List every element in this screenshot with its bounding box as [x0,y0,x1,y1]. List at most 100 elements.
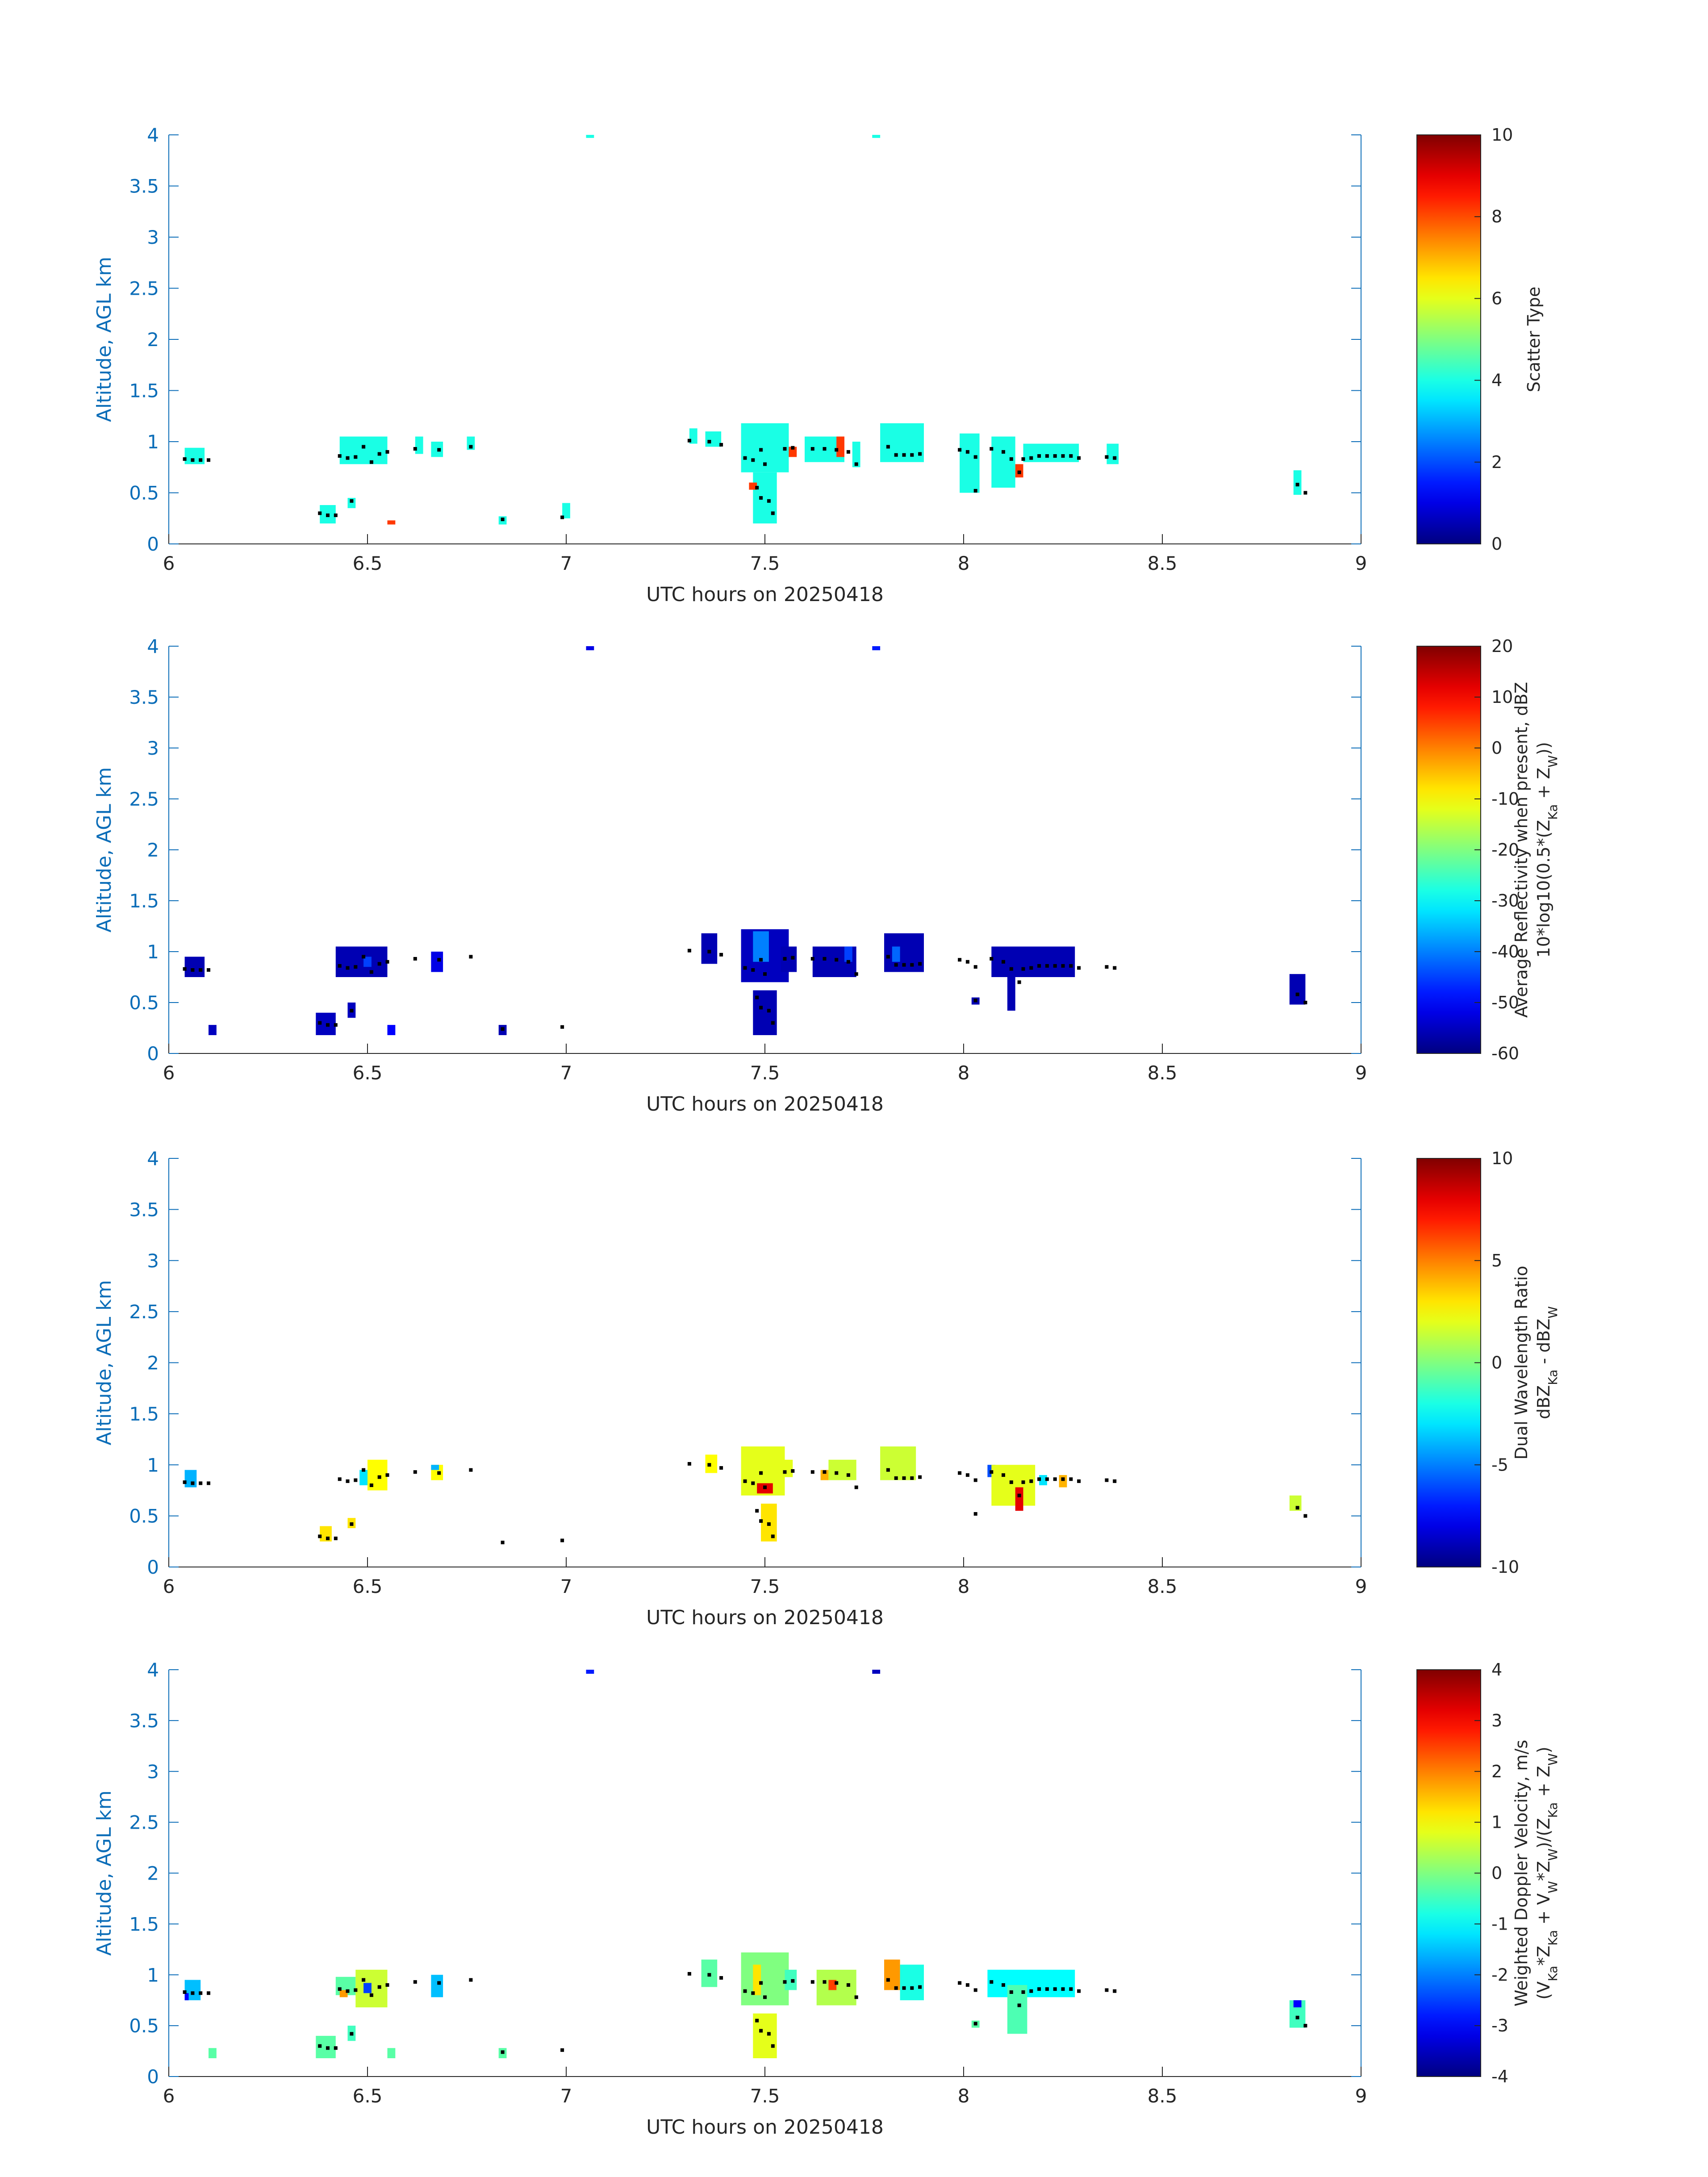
y-tick-label: 3.5 [129,686,159,708]
marker-point [1002,1473,1005,1477]
marker-point [1017,2003,1021,2007]
marker-point [767,2032,771,2036]
marker-point [1295,992,1299,996]
marker-point [973,1512,977,1516]
marker-point [707,1463,711,1467]
colorbar: 0 2 4 6 8 10 Scatter Type [1416,125,1544,554]
marker-point [1009,457,1013,461]
marker-point [362,955,366,959]
colorbar-tick-label: 0 [1491,738,1502,758]
heatmap-cell [1059,1475,1067,1488]
marker-point [755,486,759,490]
marker-point [771,1534,775,1538]
colorbar: -10 -5 0 5 10 Dual Wavelength Ratio dBZKa - dB… [1416,1149,1560,1577]
marker-point [1002,1983,1005,1987]
marker-point [469,955,473,959]
colorbar-gradient [1416,1669,1481,2077]
heatmap-cell [335,946,388,977]
colorbar-label: dBZKa - dBZW [1534,1306,1560,1419]
colorbar-tick-label: -60 [1491,1044,1519,1063]
y-tick-label: 3.5 [129,1199,159,1220]
marker-point [767,499,771,503]
x-tick-label: 7 [560,1062,572,1084]
marker-point [183,457,187,461]
marker-point [334,513,338,517]
y-tick-label: 2.5 [129,1812,159,1834]
heatmap-cell [1293,470,1302,495]
marker-point [207,1481,210,1485]
heatmap-cell [749,482,757,490]
heatmap-cell [987,1969,1075,1997]
y-tick-label: 2 [147,1863,159,1885]
marker-point [810,957,814,961]
heatmap-cell [701,933,718,964]
marker-point [973,2022,977,2026]
marker-point [338,1987,342,1991]
y-tick-label: 3 [147,737,159,759]
colorbar-tick-label: 10 [1491,125,1513,145]
marker-point [791,1469,795,1473]
marker-point [965,960,969,964]
heatmap-cells [184,646,1306,1035]
marker-point [338,964,342,968]
marker-point [771,2044,775,2048]
heatmap-cell [1107,443,1119,464]
marker-point [350,499,354,503]
y-tick-label: 4 [147,1148,159,1170]
marker-point [362,445,366,449]
heatmap-cell [991,1465,1036,1506]
marker-point [385,1983,389,1987]
colorbar-tick-label: 5 [1491,1251,1502,1270]
y-tick-label: 1 [147,431,159,453]
colorbar-tick-label: 2 [1491,452,1502,472]
marker-point [1295,1506,1299,1510]
marker-point [1077,1989,1081,1993]
plot-area [169,1158,1361,1567]
y-tick-label: 3.5 [129,175,159,197]
y-tick-label: 1.5 [129,1913,159,1935]
y-tick-label: 0.5 [129,482,159,504]
marker-point [910,1986,914,1990]
y-tick-label: 2.5 [129,1301,159,1323]
marker-point [207,1991,210,1995]
x-tick-label: 9 [1355,1575,1367,1597]
marker-point [350,2032,354,2036]
marker-point [1061,1477,1065,1481]
marker-point [687,439,691,443]
marker-point [1029,966,1033,970]
marker-point [350,1009,354,1013]
colorbar-tick-label: 4 [1491,1660,1502,1680]
marker-point [560,515,564,519]
marker-point [1045,454,1049,458]
heatmap-cell [892,946,900,962]
marker-point [854,462,858,466]
heatmap-cell [872,646,881,651]
marker-point [413,957,417,961]
colorbar-tick-label: 8 [1491,207,1502,226]
x-tick-label: 9 [1355,552,1367,574]
marker-point [1037,454,1041,458]
colorbar-gradient [1416,1158,1481,1567]
marker-point [791,956,795,960]
marker-point [1029,1479,1033,1483]
marker-point [1077,456,1081,460]
marker-point [823,1470,827,1474]
colorbar-tick-label: -30 [1491,891,1519,911]
y-tick-label: 0 [147,1043,159,1065]
marker-point [1017,980,1021,984]
y-axis-label: Altitude, AGL km [93,1280,116,1445]
x-tick-label: 8 [958,2085,970,2107]
marker-point [1113,1989,1117,1993]
marker-points [183,439,1307,522]
heatmap-cell [872,135,881,138]
heatmap-cells [184,1446,1302,1542]
x-tick-label: 8.5 [1148,552,1178,574]
marker-point [469,1978,473,1982]
marker-point [377,962,381,966]
colorbar-tick-label: 10 [1491,1149,1513,1168]
x-tick-label: 7.5 [750,1575,780,1597]
marker-point [902,453,906,457]
marker-point [835,1471,839,1475]
marker-point [894,453,898,457]
colorbar-label: Average Reflectivity when present, dBZ [1512,682,1531,1018]
